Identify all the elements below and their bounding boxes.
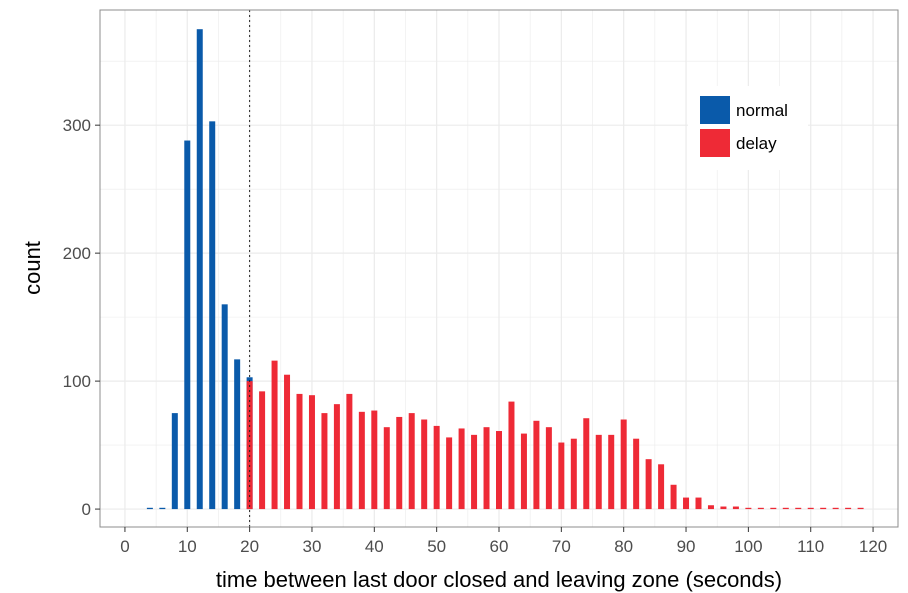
legend-key-delay [700,129,730,157]
bar-delay [695,497,702,510]
bar-delay [845,507,852,510]
bar-delay [458,428,465,510]
legend-label-normal: normal [736,101,788,120]
bar-delay [820,507,827,510]
x-tick-label: 10 [178,537,197,556]
bar-delay [421,419,428,510]
bar-delay [658,464,665,510]
bar-delay [433,425,440,510]
bar-delay [670,484,677,510]
x-tick-label: 60 [490,537,509,556]
bar-delay [770,507,777,510]
bar-normal [159,507,166,510]
y-axis-ticks: 0 100 200 300 [63,116,100,519]
legend-label-delay: delay [736,134,777,153]
bar-delay [595,434,602,510]
x-tick-label: 50 [427,537,446,556]
bar-delay [707,505,714,510]
x-axis-title: time between last door closed and leavin… [216,567,782,592]
bar-delay [807,507,814,510]
legend: normal delay [688,86,808,170]
bar-delay [333,404,340,510]
legend-key-normal [700,96,730,124]
bar-normal [234,359,241,510]
bar-delay [358,411,365,510]
x-tick-label: 80 [614,537,633,556]
bars-group [146,29,864,510]
y-tick-label: 300 [63,116,91,135]
bar-delay [346,393,353,510]
x-tick-label: 30 [303,537,322,556]
bar-delay [645,459,652,510]
bar-delay [496,431,502,510]
bar-normal [184,140,191,510]
bar-delay [720,506,727,510]
bar-normal [221,304,228,510]
y-tick-label: 200 [63,244,91,263]
bar-delay [633,438,640,510]
x-tick-label: 70 [552,537,571,556]
bar-delay [271,360,278,510]
bar-delay [757,507,764,510]
bar-normal [196,29,203,510]
x-tick-label: 110 [797,537,824,556]
bar-delay [583,418,590,510]
bar-delay [558,442,565,510]
bar-delay [795,507,802,510]
bar-delay [782,507,789,510]
bar-delay [446,437,453,510]
bar-delay [570,438,577,510]
bar-delay [471,434,478,510]
x-tick-label: 120 [859,537,887,556]
bar-normal [171,413,178,510]
bar-delay [620,419,627,510]
bar-delay [371,410,378,510]
bar-delay [508,401,515,510]
bar-delay [732,506,739,510]
bar-delay [321,413,328,510]
bar-delay [608,434,615,510]
x-tick-label: 100 [734,537,762,556]
bar-delay [683,497,690,510]
bar-delay [284,374,291,510]
bar-delay [520,433,527,510]
x-tick-label: 20 [240,537,259,556]
bar-delay [259,391,266,510]
bar-delay [745,507,752,510]
bar-delay [308,395,315,510]
bar-delay [483,427,490,510]
bar-normal [209,121,216,510]
y-axis-title: count [20,241,45,295]
bar-delay [857,507,864,510]
bar-delay [396,416,403,510]
x-tick-label: 40 [365,537,384,556]
y-tick-label: 100 [63,372,91,391]
y-tick-label: 0 [82,500,91,519]
bar-delay [832,507,839,510]
bar-normal [146,507,153,510]
x-axis-ticks: 0 10 20 30 40 50 60 70 80 90 100 110 120 [120,527,887,556]
bar-delay [408,413,415,510]
bar-delay [533,420,540,510]
bar-delay [545,427,552,510]
bar-delay [296,393,303,510]
bar-delay [383,427,390,510]
x-tick-label: 0 [120,537,129,556]
x-tick-label: 90 [677,537,696,556]
